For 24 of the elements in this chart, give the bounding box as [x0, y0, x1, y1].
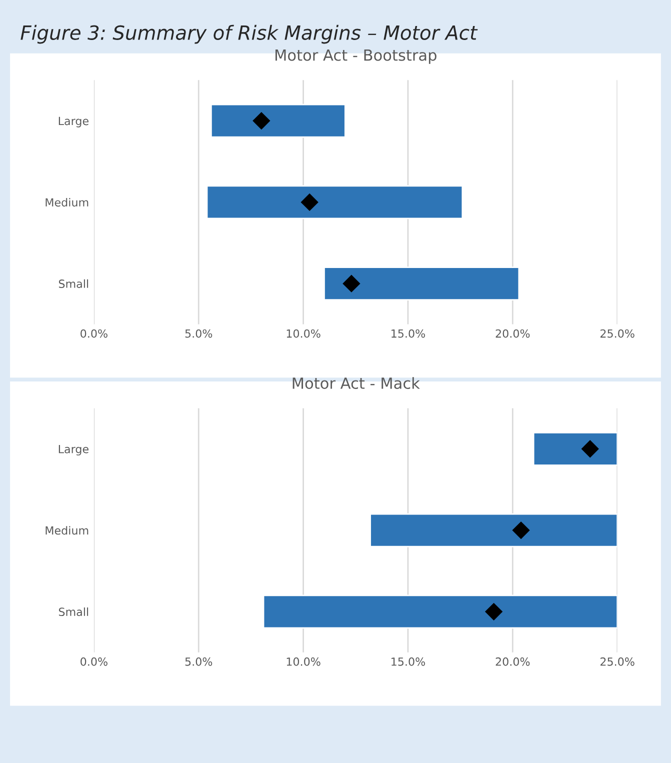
- y-tick-label: Medium: [46, 526, 88, 535]
- x-tick-label: 10.0%: [286, 657, 320, 666]
- y-tick-label: Large: [58, 445, 88, 456]
- bar: [324, 266, 520, 301]
- x-tick-label: 0.0%: [80, 329, 108, 338]
- x-tick-label: 25.0%: [600, 657, 634, 666]
- y-tick-label: Small: [58, 279, 88, 288]
- x-tick-label: 25.0%: [600, 329, 634, 338]
- y-tick-label: Large: [58, 116, 88, 128]
- x-tick-label: 5.0%: [185, 329, 212, 338]
- x-tick-label: 15.0%: [392, 657, 426, 666]
- x-tick-label: 15.0%: [392, 329, 426, 338]
- x-tick-label: 20.0%: [496, 657, 530, 666]
- caption: Figure 3: Summary of Risk Margins – Motor Act: [20, 24, 478, 44]
- x-tick-label: 20.0%: [496, 329, 530, 338]
- x-tick-label: 10.0%: [286, 329, 320, 338]
- y-tick-label: Medium: [46, 198, 88, 207]
- bar: [210, 104, 346, 138]
- chart-title: Motor Act - Mack: [292, 377, 420, 389]
- bar: [206, 185, 464, 220]
- x-tick-label: 5.0%: [185, 657, 212, 666]
- chart-title: Motor Act - Bootstrap: [276, 50, 436, 64]
- y-tick-label: Small: [58, 607, 88, 616]
- x-tick-label: 0.0%: [80, 657, 108, 666]
